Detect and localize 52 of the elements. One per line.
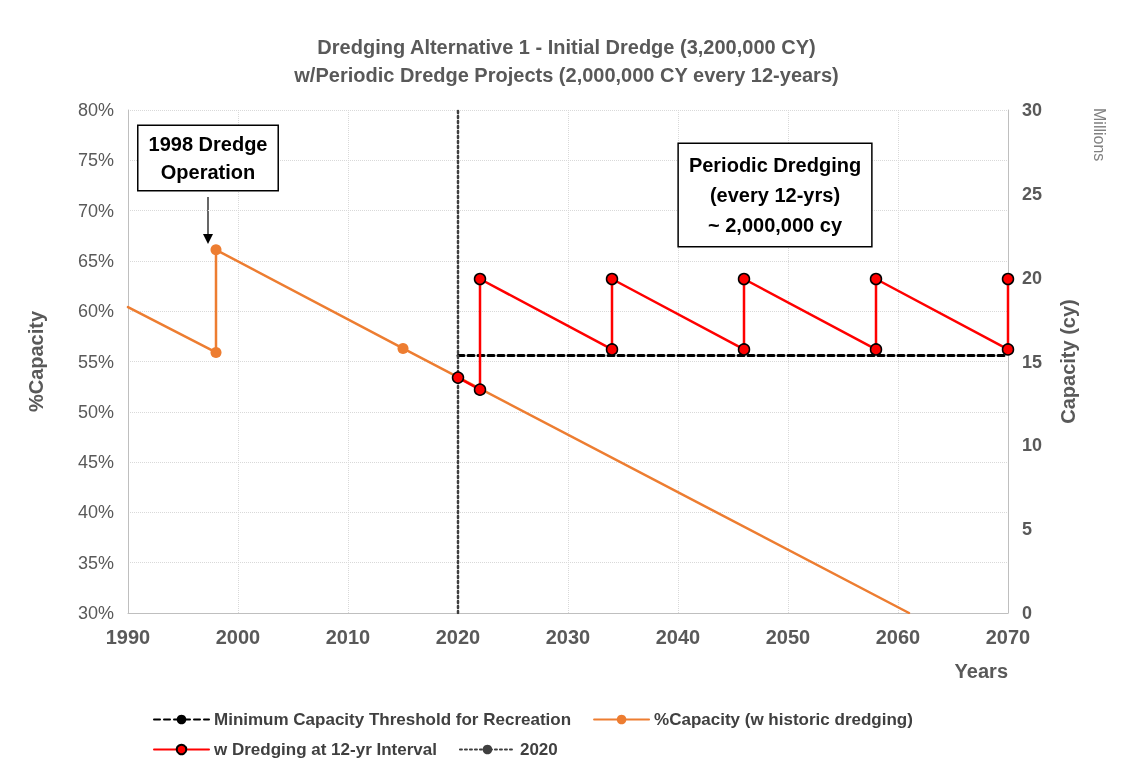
point: [473, 272, 487, 286]
y-tick-label: 50%: [77, 401, 114, 422]
y-tick-label: 45%: [77, 452, 114, 473]
x-tick-label: 2050: [765, 626, 811, 648]
point: [1001, 343, 1015, 356]
point: [737, 343, 751, 356]
y-tick-label: 35%: [77, 552, 114, 573]
y-tick-label: 80%: [77, 100, 114, 120]
point: [210, 244, 222, 256]
y-tick-label: 75%: [77, 150, 114, 171]
chart-title: Dredging Alternative 1 - Initial Dredge (3,200,000 CY) w/Periodic Dredge Projects (2,000,000 CY every 12-years): [293, 36, 839, 86]
annotation: 1998 Dredge Operation: [148, 133, 268, 183]
y2-tick-label: 30: [1022, 100, 1043, 120]
x-tick-label: 2030: [545, 626, 591, 648]
y2-axis-title: Capacity (cy): [1057, 299, 1079, 424]
legend-label: Minimum Capacity Threshold for Recreation: [214, 710, 572, 729]
point: [451, 371, 465, 384]
legend-label: 2020: [519, 740, 558, 759]
y2-tick-label: 25: [1022, 183, 1043, 204]
point: [737, 272, 751, 286]
point: [397, 342, 409, 354]
y-axis-title: %Capacity: [25, 310, 47, 413]
x-tick-label: 2020: [435, 626, 481, 648]
x-tick-label: 1990: [105, 626, 151, 648]
point: [1001, 272, 1015, 286]
y-tick-label: 70%: [77, 200, 114, 221]
y-tick-label: 30%: [77, 603, 114, 623]
y2-tick-label: 20: [1022, 267, 1043, 288]
text: Millions: [1090, 108, 1108, 162]
y-tick-label: 40%: [77, 502, 114, 523]
x-axis-title: Years: [954, 660, 1008, 682]
x-tick-label: 2060: [875, 626, 921, 648]
point: [210, 346, 222, 358]
legend-label: %Capacity (w historic dredging): [654, 710, 913, 729]
point: [869, 343, 883, 356]
point: [473, 383, 487, 396]
y-tick-label: 55%: [77, 351, 114, 372]
x-tick-label: 2000: [215, 626, 261, 648]
annotation: Periodic Dredging (every 12-yrs) ~ 2,000,000 cy: [688, 154, 862, 236]
y2-tick-label: 15: [1022, 351, 1043, 372]
point: [605, 272, 619, 286]
x-tick-label: 2010: [325, 626, 371, 648]
y-tick-label: 60%: [77, 301, 114, 322]
x-tick-label: 2070: [985, 626, 1031, 648]
point: [869, 272, 883, 286]
y-tick-label: 65%: [77, 250, 114, 271]
y2-tick-label: 10: [1022, 435, 1043, 456]
y2-tick-label: 5: [1022, 519, 1033, 540]
y2-tick-label: 0: [1022, 603, 1033, 623]
legend-label: w Dredging at 12-yr Interval: [213, 740, 437, 759]
point: [605, 343, 619, 356]
x-tick-label: 2040: [655, 626, 701, 648]
